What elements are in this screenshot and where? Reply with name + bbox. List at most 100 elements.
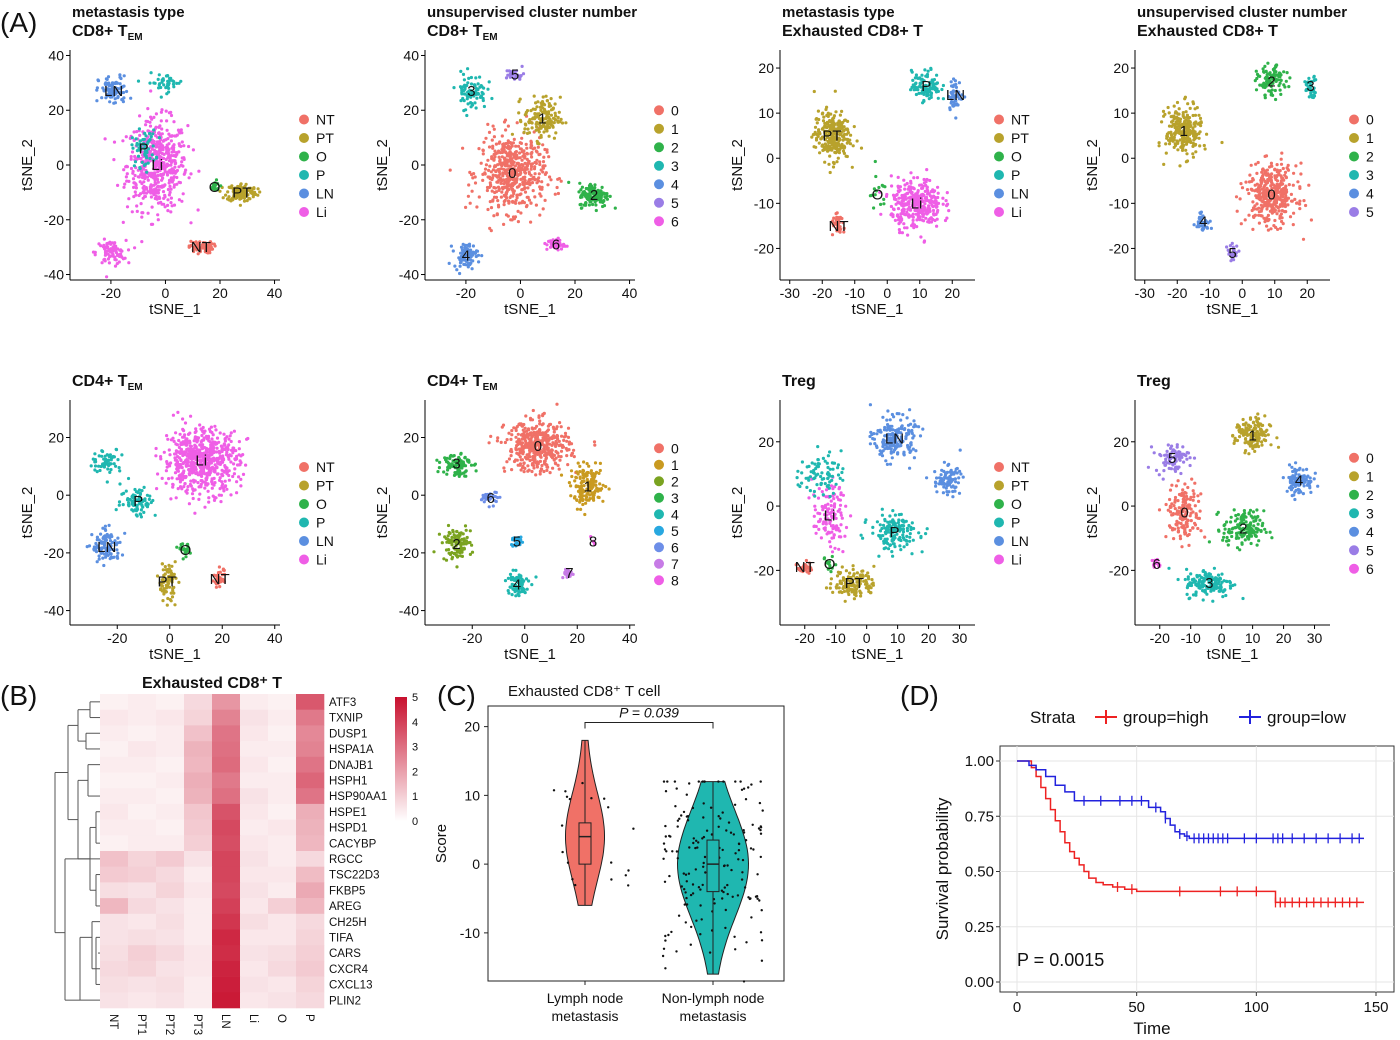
scatter-point — [142, 163, 146, 167]
scatter-point — [1239, 222, 1243, 226]
scatter-point — [157, 140, 161, 144]
scatter-point — [910, 70, 914, 74]
scatter-point — [512, 182, 516, 186]
scatter-point — [176, 469, 180, 473]
scatter-point — [529, 162, 533, 166]
scatter-point — [174, 496, 178, 500]
scatter-point — [859, 146, 864, 150]
scatter-point — [510, 187, 514, 192]
plot-title-subscript: EM — [483, 32, 498, 43]
scatter-point — [613, 206, 617, 210]
scatter-point — [95, 99, 99, 103]
scatter-point — [494, 142, 498, 146]
scatter-point — [134, 186, 138, 190]
scatter-point — [461, 242, 465, 246]
scatter-point — [838, 113, 843, 117]
scatter-point — [165, 434, 169, 438]
scatter-point — [812, 145, 816, 149]
legend-dot — [654, 105, 664, 116]
scatter-point — [172, 150, 176, 154]
scatter-point — [160, 127, 164, 131]
scatter-point — [1287, 85, 1291, 89]
scatter-point — [217, 493, 221, 497]
scatter-point — [544, 171, 548, 175]
legend-label: 4 — [1366, 186, 1374, 202]
scatter-point — [540, 102, 544, 106]
scatter-point — [507, 147, 511, 151]
scatter-point — [922, 177, 926, 182]
y-tick-label: -10 — [1109, 195, 1129, 211]
scatter-point — [1161, 109, 1166, 113]
scatter-point — [1173, 142, 1177, 146]
scatter-point — [182, 157, 186, 161]
scatter-point — [213, 424, 217, 428]
legend-label: LN — [1011, 186, 1029, 202]
scatter-point — [559, 179, 563, 183]
panel-label-b: (B) — [0, 680, 37, 711]
scatter-point — [489, 206, 494, 210]
scatter-point — [497, 149, 501, 153]
scatter-point — [1277, 197, 1281, 201]
scatter-point — [488, 164, 492, 168]
legend-label: LN — [316, 533, 334, 549]
scatter-point — [954, 116, 958, 120]
scatter-point — [519, 192, 523, 196]
scatter-point — [1278, 81, 1282, 85]
scatter-point — [452, 86, 456, 90]
scatter-point — [114, 448, 119, 452]
scatter-point — [143, 195, 147, 199]
plot-title-main: CD8+ T — [72, 23, 128, 40]
scatter-point — [190, 492, 195, 496]
scatter-point — [108, 462, 112, 466]
scatter-point — [493, 149, 497, 153]
scatter-point — [164, 86, 168, 90]
scatter-point — [506, 144, 510, 148]
scatter-point — [91, 457, 95, 461]
scatter-point — [517, 164, 521, 168]
scatter-point — [135, 209, 139, 213]
scatter-point — [1291, 183, 1295, 187]
y-tick-label: -40 — [44, 267, 64, 283]
legend-dot — [994, 114, 1004, 125]
scatter-point — [177, 438, 181, 443]
scatter-point — [216, 461, 220, 466]
scatter-point — [925, 177, 929, 182]
scatter-point — [137, 175, 141, 179]
scatter-point — [520, 136, 524, 140]
scatter-point — [525, 157, 529, 161]
scatter-point — [548, 175, 552, 179]
scatter-point — [124, 238, 128, 242]
scatter-point — [226, 190, 230, 194]
scatter-point — [889, 213, 893, 217]
scatter-point — [187, 502, 191, 506]
cluster-label: 0 — [1267, 186, 1275, 203]
x-tick-label: 10 — [912, 285, 928, 301]
scatter-point — [1275, 170, 1279, 174]
scatter-point — [239, 484, 243, 488]
legend-dot — [299, 536, 309, 546]
scatter-point — [161, 190, 166, 194]
scatter-point — [200, 428, 204, 432]
scatter-point — [165, 171, 169, 175]
scatter-point — [482, 104, 486, 109]
scatter-point — [458, 264, 462, 268]
scatter-point — [160, 144, 165, 148]
scatter-point — [1302, 199, 1306, 203]
scatter-point — [166, 149, 170, 153]
scatter-point — [109, 468, 113, 472]
scatter-point — [169, 196, 173, 200]
scatter-point — [1255, 171, 1259, 175]
x-tick-label: -30 — [780, 285, 800, 301]
legend-dot — [299, 554, 309, 565]
scatter-point — [170, 595, 175, 599]
scatter-point — [187, 453, 191, 457]
scatter-point — [500, 150, 504, 155]
scatter-point — [169, 599, 173, 603]
scatter-point — [1192, 223, 1196, 227]
x-tick-label: -20 — [1167, 285, 1187, 301]
scatter-point — [889, 174, 893, 178]
x-tick-label: 20 — [567, 285, 583, 301]
scatter-point — [122, 491, 126, 495]
scatter-point — [159, 110, 163, 114]
